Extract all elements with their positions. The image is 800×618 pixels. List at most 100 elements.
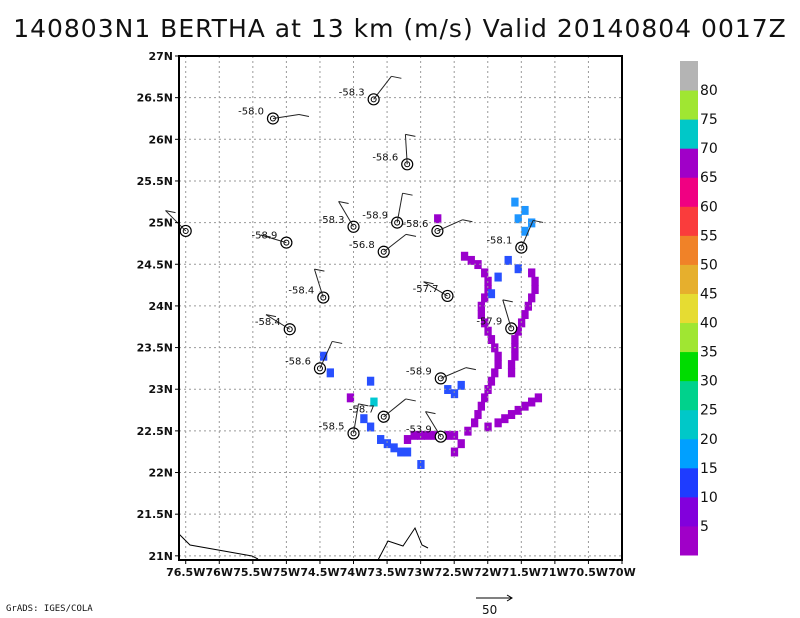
observations-layer: -58.0 -58.3 -58.6 -58.9 -58.3 -58.9 -56.8 -58.6… bbox=[165, 75, 544, 443]
colorbar-label: 80 bbox=[700, 83, 718, 99]
obs-label: -58.3 bbox=[339, 87, 365, 98]
obs-point: -58.3 bbox=[339, 75, 402, 106]
grid-layer bbox=[179, 56, 622, 560]
obs-label: -58.7 bbox=[349, 405, 375, 416]
wind-cell bbox=[487, 376, 496, 386]
wind-barb-feather bbox=[405, 133, 416, 137]
wind-cell bbox=[444, 430, 452, 440]
wind-cell bbox=[507, 368, 516, 378]
wind-barb-staff bbox=[437, 219, 463, 232]
wind-cell bbox=[464, 426, 472, 436]
wind-cell bbox=[528, 268, 536, 278]
obs-point: -58.5 bbox=[319, 403, 369, 440]
obs-label: -58.5 bbox=[319, 421, 345, 432]
wind-barb-staff bbox=[383, 233, 407, 253]
obs-marker-inner bbox=[380, 413, 387, 420]
obs-point: -58.6 bbox=[372, 133, 416, 171]
x-tick-label: 72.5W bbox=[435, 566, 474, 579]
y-tick-label: 21.5N bbox=[137, 508, 173, 521]
colorbar-label: 15 bbox=[700, 461, 718, 477]
colorbar-label: 75 bbox=[700, 112, 718, 128]
wind-barb-feather bbox=[533, 219, 544, 223]
wind-cell bbox=[326, 368, 334, 378]
wind-barb-feather bbox=[405, 233, 417, 237]
wind-cell bbox=[514, 326, 522, 336]
colorbar-label: 65 bbox=[700, 170, 718, 186]
wind-barb-feather bbox=[402, 192, 413, 196]
y-tick-label: 24N bbox=[148, 300, 173, 313]
obs-label: -58.6 bbox=[285, 356, 311, 367]
wind-cell bbox=[507, 410, 516, 419]
obs-marker-inner bbox=[380, 248, 387, 255]
colorbar-swatch bbox=[680, 119, 698, 149]
obs-marker-inner bbox=[437, 433, 444, 440]
x-tick-label: 74W bbox=[340, 566, 367, 579]
y-tick-label: 26N bbox=[148, 133, 173, 146]
wind-barb-feather bbox=[314, 268, 325, 272]
x-tick-label: 72W bbox=[474, 566, 501, 579]
wind-cell bbox=[481, 393, 489, 403]
wind-barb-staff bbox=[353, 403, 359, 434]
wind-barb-feather bbox=[165, 210, 176, 214]
obs-marker-inner bbox=[518, 244, 525, 251]
wind-cell bbox=[460, 251, 469, 261]
colorbar-swatch bbox=[680, 206, 698, 236]
wind-cell bbox=[366, 422, 375, 432]
wind-barb-staff bbox=[425, 411, 442, 437]
wind-barb-feather bbox=[265, 314, 277, 318]
wind-cell bbox=[521, 205, 529, 215]
colorbar-swatch bbox=[680, 90, 698, 120]
wind-barb-feather bbox=[338, 200, 349, 204]
wind-cell bbox=[403, 435, 412, 444]
obs-label: -58.3 bbox=[319, 215, 345, 226]
wind-cell bbox=[501, 414, 509, 424]
wind-cell bbox=[481, 268, 489, 278]
wind-cell bbox=[494, 360, 502, 369]
wind-cell bbox=[403, 447, 412, 457]
colorbar-swatch bbox=[680, 322, 698, 353]
wind-barb-staff bbox=[404, 134, 408, 165]
wind-cell bbox=[514, 405, 522, 415]
y-tick-label: 23.5N bbox=[137, 342, 173, 355]
wind-barb-feather bbox=[260, 234, 271, 238]
colorbar-swatch bbox=[680, 235, 698, 265]
y-tick-label: 24.5N bbox=[137, 258, 173, 271]
obs-marker-inner bbox=[370, 96, 377, 103]
colorbar-label: 70 bbox=[700, 141, 718, 157]
colorbar-label: 40 bbox=[700, 316, 718, 332]
y-tick-label: 21N bbox=[148, 550, 173, 563]
x-tick-label: 75.5W bbox=[233, 566, 272, 579]
obs-point: -53.9 bbox=[406, 411, 447, 443]
colorbar-label: 20 bbox=[700, 432, 718, 448]
wind-cell bbox=[457, 380, 465, 390]
colorbar-label: 30 bbox=[700, 374, 718, 390]
wind-cell bbox=[528, 397, 536, 407]
colorbar-swatch bbox=[680, 438, 698, 469]
wind-barb-staff bbox=[520, 220, 534, 248]
colorbar-swatch bbox=[680, 496, 698, 527]
x-tick-label: 75W bbox=[273, 566, 300, 579]
x-tick-label: 70.5W bbox=[569, 566, 608, 579]
colorbar-label: 5 bbox=[700, 519, 709, 535]
grads-credit: GrADS: IGES/COLA bbox=[6, 604, 93, 614]
wind-cell bbox=[477, 401, 486, 411]
wind-cell bbox=[507, 360, 516, 369]
chart-title: 140803N1 BERTHA at 13 km (m/s) Valid 201… bbox=[13, 14, 787, 43]
y-tick-label: 23N bbox=[148, 383, 173, 396]
wind-cell bbox=[474, 410, 482, 419]
obs-point: -58.3 bbox=[319, 200, 360, 233]
y-tick-label: 26.5N bbox=[137, 92, 173, 105]
wind-barb-feather bbox=[425, 411, 436, 415]
wind-barb-feather bbox=[391, 75, 402, 79]
obs-point bbox=[165, 210, 192, 238]
colorbar-swatch bbox=[680, 525, 698, 556]
colorbar-label: 10 bbox=[700, 490, 718, 506]
obs-label: -58.4 bbox=[288, 286, 314, 297]
wind-cell bbox=[531, 276, 539, 286]
coastline-left bbox=[178, 533, 259, 560]
coastline-bottom bbox=[377, 526, 429, 561]
obs-point: -58.6 bbox=[403, 219, 473, 238]
obs-point: -58.6 bbox=[285, 340, 343, 375]
x-tick-label: 76.5W bbox=[166, 566, 205, 579]
colorbar-swatch bbox=[680, 293, 698, 324]
